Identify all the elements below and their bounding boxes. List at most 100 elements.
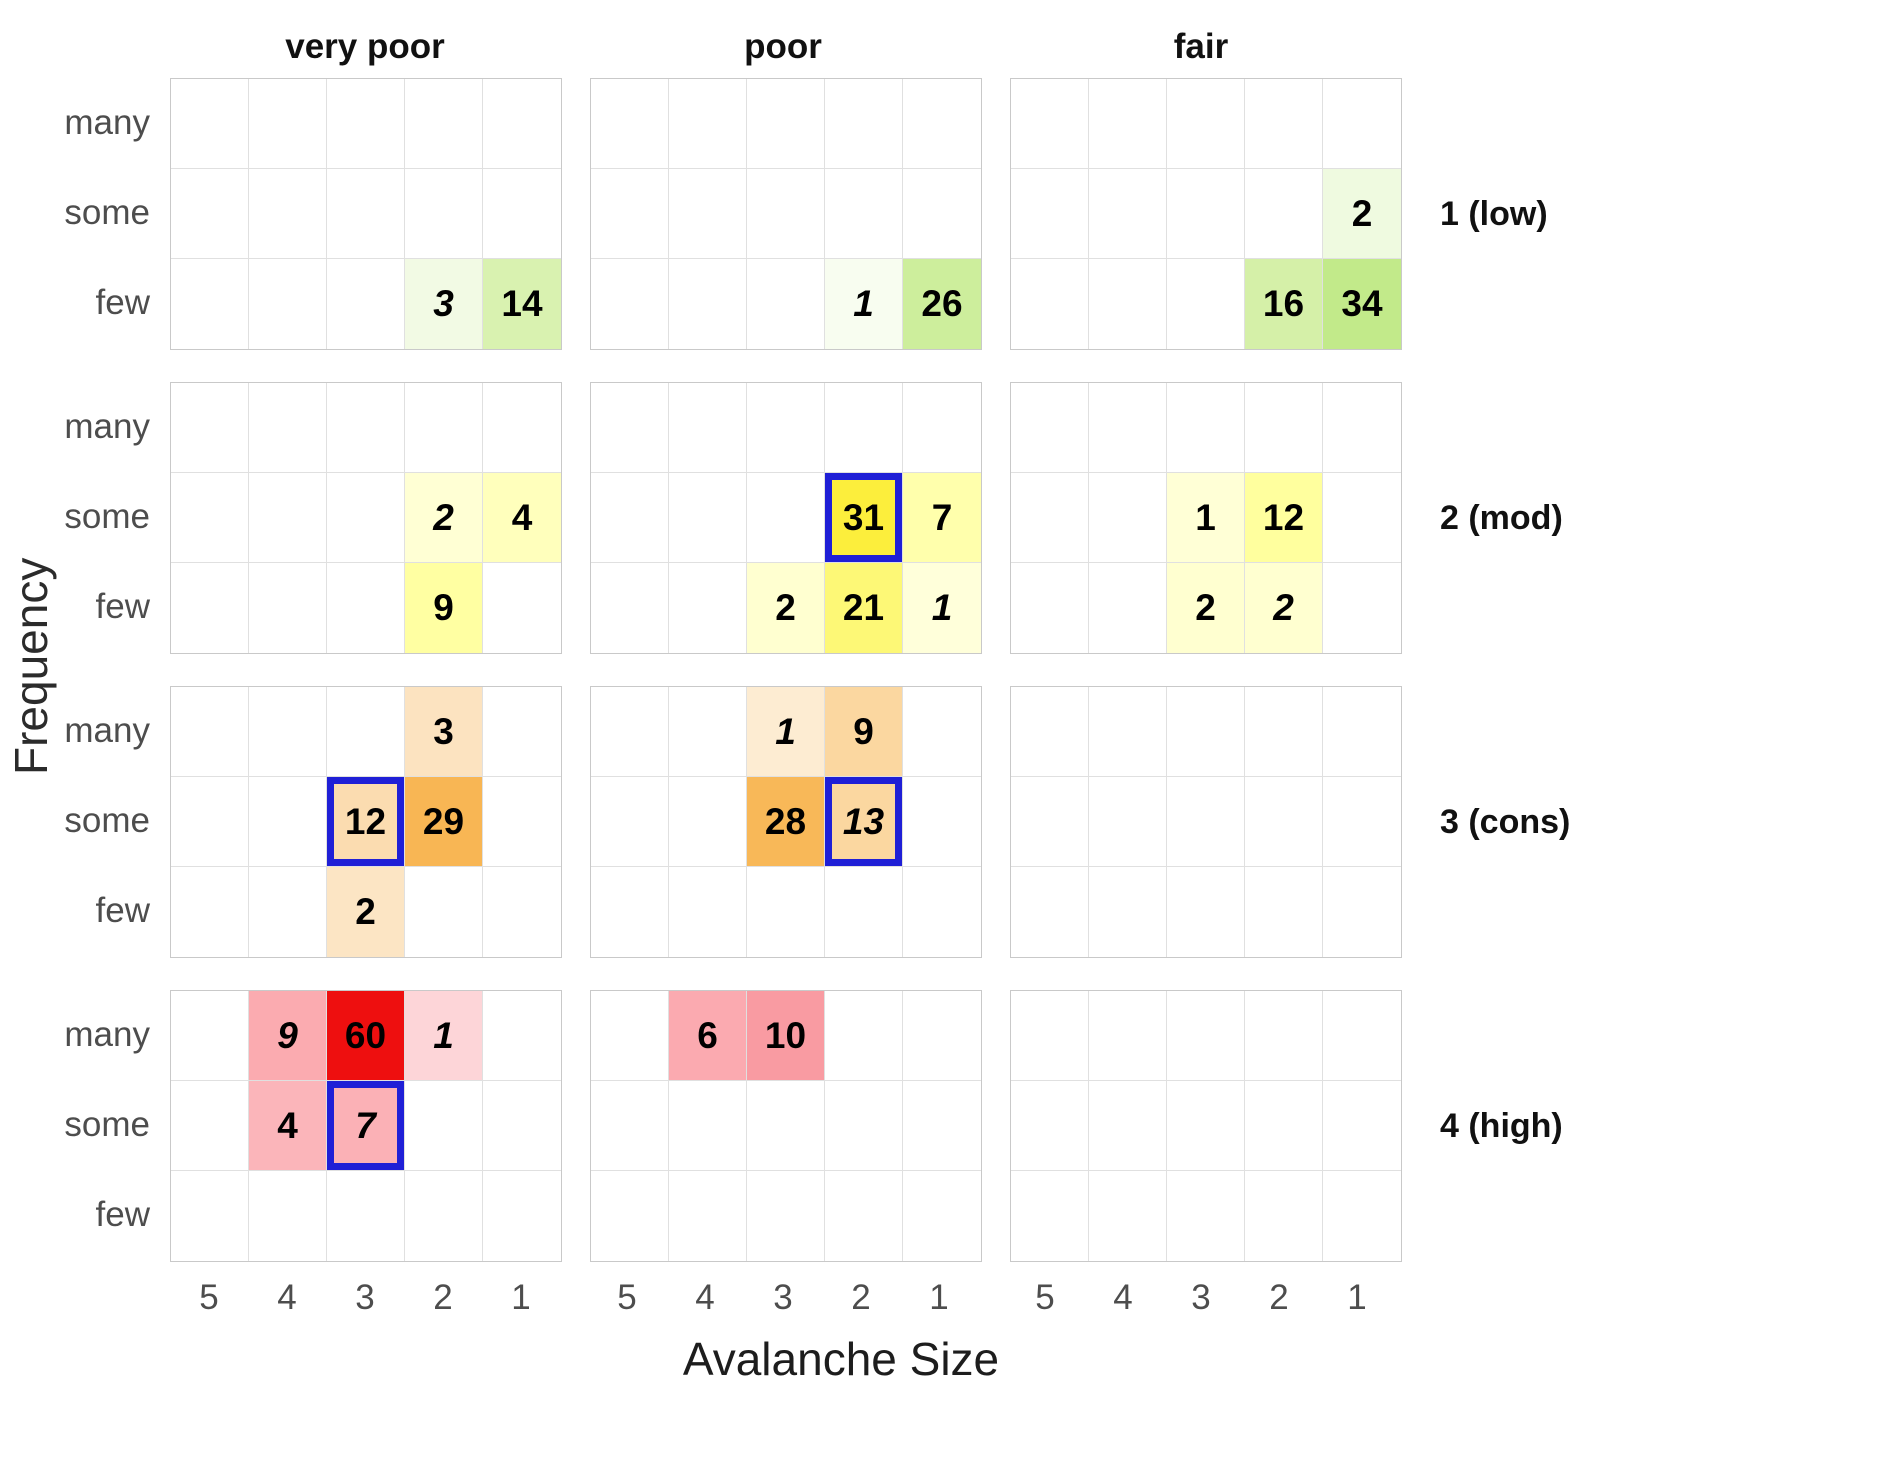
- heatmap-cell: [249, 777, 327, 867]
- x-tick-label: 5: [617, 1278, 637, 1317]
- heatmap-cell: [903, 777, 981, 867]
- heatmap-cell-value: 3: [405, 259, 483, 349]
- heatmap-cell: [405, 169, 483, 259]
- facet-column-header: fair: [1173, 27, 1229, 66]
- heatmap-cell: [747, 1171, 825, 1261]
- heatmap-cell: [1167, 867, 1245, 957]
- heatmap-cell: [1245, 1081, 1323, 1171]
- heatmap-cell-value: 1: [405, 991, 483, 1081]
- y-tick-label: many: [64, 711, 150, 750]
- heatmap-cell: [483, 1171, 561, 1261]
- heatmap-cell: [1245, 867, 1323, 957]
- heatmap-cell: [669, 169, 747, 259]
- heatmap-cell: [1089, 777, 1167, 867]
- heatmap-cell: [405, 1171, 483, 1261]
- heatmap-cell: [327, 1171, 405, 1261]
- heatmap-cell: [249, 169, 327, 259]
- heatmap-cell: [171, 383, 249, 473]
- heatmap-cell: [747, 473, 825, 563]
- y-tick-label: few: [95, 891, 150, 930]
- heatmap-cell: [669, 777, 747, 867]
- x-tick-label: 5: [1035, 1278, 1055, 1317]
- facet-row-label: 4 (high): [1440, 1106, 1563, 1145]
- heatmap-cell: [903, 79, 981, 169]
- heatmap-cell: [1245, 777, 1323, 867]
- heatmap-cell-value: 34: [1323, 259, 1401, 349]
- y-tick-column: many some few: [58, 382, 170, 654]
- x-tick-label: 3: [355, 1278, 375, 1317]
- panel-strip: 2 4 9 31 7 2 21 1 1 12 2 2: [170, 382, 1402, 654]
- heatmap-cell: [591, 867, 669, 957]
- heatmap-cell: [1011, 1081, 1089, 1171]
- heatmap-cell: [483, 563, 561, 653]
- heatmap-cell-value: 2: [327, 867, 405, 957]
- x-tick-label: 1: [1347, 1278, 1367, 1317]
- heatmap-cell-value: 2: [1167, 563, 1245, 653]
- heatmap-panel: 1 26: [590, 78, 982, 350]
- heatmap-cell-value: 4: [249, 1081, 327, 1171]
- heatmap-cell: [591, 991, 669, 1081]
- heatmap-cell: [1323, 687, 1401, 777]
- heatmap-cell: [591, 563, 669, 653]
- heatmap-cell: [1089, 79, 1167, 169]
- heatmap-cell: [825, 169, 903, 259]
- y-tick-column: many some few: [58, 78, 170, 350]
- heatmap-cell-value: 9: [825, 687, 903, 777]
- heatmap-cell-value: 2: [405, 473, 483, 563]
- heatmap-cell: [591, 777, 669, 867]
- heatmap-cell: [903, 991, 981, 1081]
- heatmap-cell-value: 1: [825, 259, 903, 349]
- heatmap-cell-value: 16: [1245, 259, 1323, 349]
- heatmap-cell: [903, 169, 981, 259]
- heatmap-panel: 9 60 1 4 7: [170, 990, 562, 1262]
- chart-grid: very poor poor fair many some few 3 14 1 26 2 16 34…: [0, 16, 1892, 1386]
- heatmap-cell: [483, 867, 561, 957]
- heatmap-cell-value: 10: [747, 991, 825, 1081]
- x-tick-label: 4: [695, 1278, 715, 1317]
- y-tick-label: some: [64, 497, 150, 536]
- heatmap-cell: [1089, 169, 1167, 259]
- heatmap-cell-value: 1: [1167, 473, 1245, 563]
- facet-row: many some few 3 14 1 26 2 16 34 1 (low): [58, 78, 1892, 350]
- x-tick-label: 1: [929, 1278, 949, 1317]
- heatmap-cell: [1167, 777, 1245, 867]
- heatmap-cell: [171, 687, 249, 777]
- heatmap-cell: [669, 563, 747, 653]
- facet-row: many some few 3 12 29 2 1 9 28 13 3 (cons): [58, 686, 1892, 958]
- heatmap-cell: [669, 79, 747, 169]
- heatmap-cell-value: 26: [903, 259, 981, 349]
- heatmap-cell: [747, 867, 825, 957]
- heatmap-cell: [171, 867, 249, 957]
- heatmap-cell: [171, 473, 249, 563]
- heatmap-cell: [1011, 867, 1089, 957]
- x-axis-title: Avalanche Size: [682, 1333, 1000, 1385]
- heatmap-cell: [1323, 1081, 1401, 1171]
- heatmap-cell-value: 12: [327, 777, 405, 867]
- heatmap-cell: [1089, 687, 1167, 777]
- y-tick-label: many: [64, 407, 150, 446]
- heatmap-cell: [591, 169, 669, 259]
- heatmap-cell: [1323, 383, 1401, 473]
- heatmap-cell: [249, 1171, 327, 1261]
- facet-row: many some few 2 4 9 31 7 2 21 1 1 12 2 2 2 (mod): [58, 382, 1892, 654]
- heatmap-cell: [1089, 867, 1167, 957]
- x-tick-label: 4: [1113, 1278, 1133, 1317]
- heatmap-cell: [1011, 991, 1089, 1081]
- heatmap-panel: 1 12 2 2: [1010, 382, 1402, 654]
- heatmap-cell: [1245, 79, 1323, 169]
- heatmap-cell: [669, 867, 747, 957]
- x-tick-label: 3: [1191, 1278, 1211, 1317]
- facet-row-label: 2 (mod): [1440, 498, 1563, 537]
- heatmap-cell: [1167, 1171, 1245, 1261]
- heatmap-cell: [1323, 563, 1401, 653]
- heatmap-cell-value: 21: [825, 563, 903, 653]
- heatmap-cell: [171, 991, 249, 1081]
- heatmap-cell: [1089, 259, 1167, 349]
- heatmap-cell: [1089, 383, 1167, 473]
- heatmap-cell: [1323, 777, 1401, 867]
- facet-column-header: very poor: [285, 27, 445, 66]
- heatmap-cell: [669, 383, 747, 473]
- panel-strip: 9 60 1 4 7 6 10: [170, 990, 1402, 1262]
- heatmap-cell: [405, 383, 483, 473]
- heatmap-cell: [825, 1171, 903, 1261]
